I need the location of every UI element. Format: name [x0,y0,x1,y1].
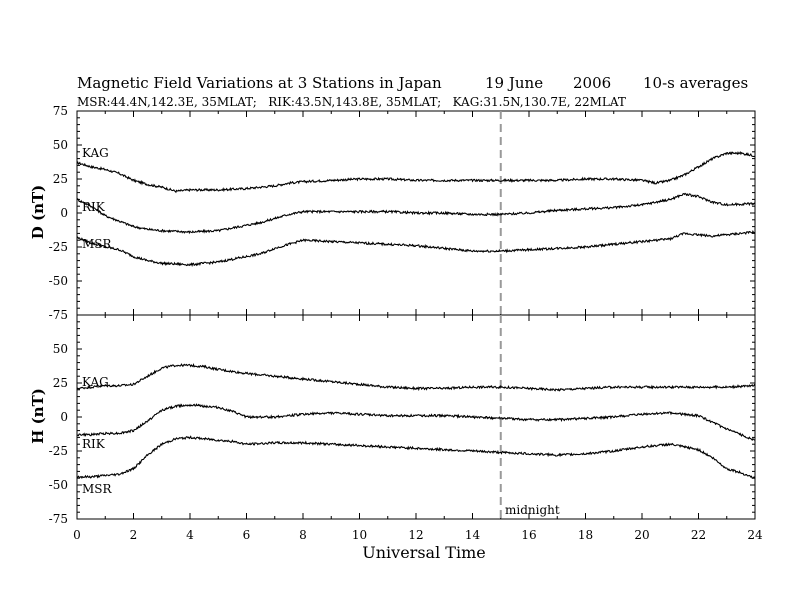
series-line-rik [76,192,756,235]
x-tick-label: 0 [73,528,81,542]
x-tick-label: 6 [243,528,251,542]
x-axis-label: Universal Time [362,543,485,562]
series-label-kag: KAG [82,375,109,389]
panel-frame [76,314,756,520]
x-tick-label: 20 [634,528,649,542]
series-label-rik: RIK [82,200,106,214]
x-tick-label: 24 [747,528,763,542]
y-tick-label: 0 [60,206,68,220]
y-tick-label: 50 [53,138,68,152]
x-tick-label: 14 [465,528,481,542]
y-tick-label: -25 [49,240,68,254]
y-tick-label: -75 [49,512,68,526]
y-tick-label: -50 [49,478,68,492]
series-label-kag: KAG [82,146,109,160]
y-tick-label: 25 [53,172,68,186]
x-tick-label: 18 [578,528,593,542]
d-axis-label: D (nT) [29,185,47,240]
y-tick-label: -75 [49,308,68,322]
chart-title: Magnetic Field Variations at 3 Stations … [77,74,442,92]
date-year: 2006 [573,74,611,92]
stations-info: MSR:44.4N,142.3E, 35MLAT; RIK:43.5N,143.… [77,95,626,109]
series-label-msr: MSR [82,237,113,251]
averaging-label: 10-s averages [643,74,748,92]
x-tick-label: 12 [408,528,423,542]
y-tick-label: 75 [53,104,68,118]
x-tick-label: 8 [299,528,307,542]
panel-frame [76,110,756,316]
series-line-kag [76,150,756,194]
series-line-msr [76,230,756,267]
h-axis-label: H (nT) [29,388,47,444]
series-line-msr [76,435,756,479]
y-tick-label: -50 [49,274,68,288]
series-line-kag [76,362,756,392]
x-tick-label: 10 [352,528,367,542]
y-tick-label: 50 [53,342,68,356]
x-tick-label: 16 [521,528,536,542]
y-tick-label: 0 [60,410,68,424]
series-label-rik: RIK [82,437,106,451]
series-label-msr: MSR [82,482,113,496]
d-component-panel: 75 50 25 0 -25 -50 -75 KAG RIK MSR [49,104,756,322]
midnight-annotation: midnight [505,503,560,517]
x-tick-label: 4 [186,528,194,542]
date-day: 19 June [485,74,543,92]
series-line-rik [76,403,756,442]
y-tick-label: -25 [49,444,68,458]
x-tick-label: 2 [130,528,138,542]
x-tick-label: 22 [691,528,706,542]
y-tick-label: 25 [53,376,68,390]
